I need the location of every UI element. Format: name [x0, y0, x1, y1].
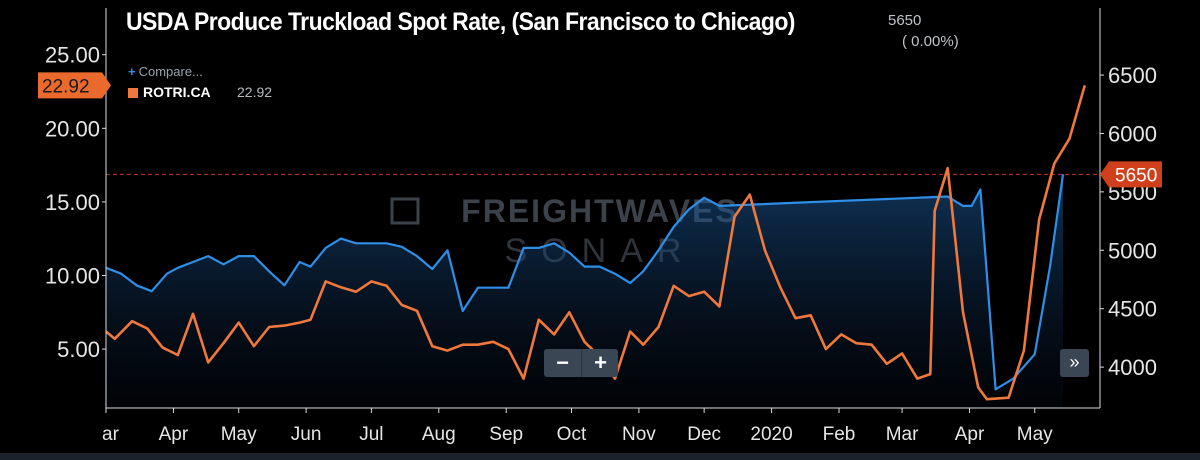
- right-tick-label: 6000: [1108, 121, 1157, 146]
- x-tick-label: Aug: [422, 424, 456, 445]
- left-tick-label: 15.00: [45, 190, 100, 215]
- x-tick-label: Feb: [823, 424, 856, 445]
- left-current-badge: 22.92: [38, 72, 111, 99]
- x-tick-label: Dec: [687, 424, 721, 445]
- x-tick-label: Jul: [359, 424, 383, 445]
- legend-swatch: [128, 88, 138, 98]
- right-current-badge: 5650: [1100, 161, 1162, 188]
- x-tick-label: Nov: [622, 424, 656, 445]
- left-tick-label: 5.00: [57, 337, 100, 362]
- right-tick-label: 5000: [1108, 238, 1157, 263]
- right-tick-label: 6500: [1108, 63, 1157, 88]
- x-tick-label: 2020: [750, 424, 792, 445]
- left-current-badge-text: 22.92: [42, 76, 90, 97]
- left-tick-label: 25.00: [45, 43, 100, 68]
- x-tick-label: Mar: [886, 424, 919, 445]
- x-tick-label: May: [221, 424, 257, 445]
- right-current-badge-shape: [1100, 161, 1162, 188]
- x-tick-label: ar: [102, 424, 120, 445]
- left-current-badge-shape: [38, 72, 111, 99]
- blue-series-line: [105, 174, 1065, 391]
- legend-series-name: ROTRI.CA: [143, 84, 211, 100]
- footer-bar: [0, 453, 1200, 460]
- x-tick-label: May: [1017, 424, 1053, 445]
- legend-series-value: 22.92: [237, 84, 273, 100]
- blue-series-area: [106, 174, 1063, 408]
- right-tick-label: 4500: [1108, 297, 1157, 322]
- watermark-logo-icon: [390, 197, 420, 225]
- fast-forward-button[interactable]: »: [1060, 349, 1089, 377]
- x-tick-label: Sep: [489, 424, 523, 445]
- x-tick-label: Jun: [291, 424, 322, 445]
- zoom-control: − +: [544, 349, 618, 377]
- chart-title: USDA Produce Truckload Spot Rate, (San F…: [126, 8, 795, 36]
- zoom-in-button[interactable]: +: [581, 349, 619, 377]
- left-axis-ticks: 5.00 10.00 15.00 20.00 25.00: [45, 43, 106, 362]
- zoom-out-button[interactable]: −: [556, 350, 569, 375]
- left-tick-label: 20.00: [45, 116, 100, 141]
- right-tick-label: 4000: [1108, 355, 1157, 380]
- x-tick-label: Apr: [955, 424, 985, 445]
- compare-label: Compare...: [138, 64, 203, 79]
- x-tick-label: Apr: [159, 424, 189, 445]
- plus-icon: +: [128, 64, 136, 79]
- x-axis-ticks: ar Apr May Jun Jul Aug Sep Oct Nov Dec 2020 Feb Mar A…: [102, 408, 1053, 445]
- header-change: ( 0.00%): [902, 33, 959, 50]
- header-value: 5650: [888, 12, 922, 29]
- legend-series-entry: ROTRI.CA 22.92: [128, 84, 272, 100]
- right-current-badge-text: 5650: [1115, 165, 1157, 186]
- x-tick-label: Oct: [557, 424, 587, 445]
- compare-button[interactable]: + Compare...: [128, 64, 203, 79]
- left-tick-label: 10.00: [45, 264, 100, 289]
